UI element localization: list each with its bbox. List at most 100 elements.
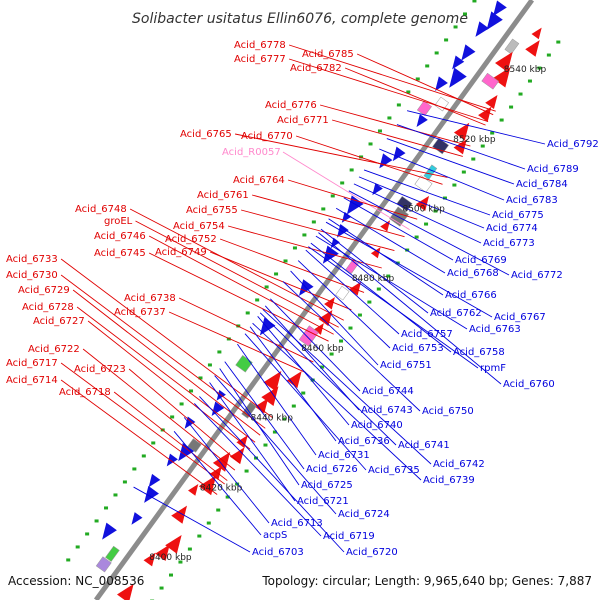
gene-label-left: Acid_6765: [180, 129, 232, 140]
tick-mark: [197, 534, 202, 538]
label-connector: [282, 151, 410, 231]
tick-mark: [122, 480, 127, 484]
tick-mark: [301, 391, 306, 395]
gene-label-left: Acid_6737: [114, 307, 166, 318]
reverse-gene-arrow: [330, 237, 340, 249]
label-connector: [173, 430, 262, 536]
gene-label-left: Acid_6771: [277, 115, 329, 126]
gene-label-right: Acid_6773: [483, 238, 535, 249]
label-connector: [331, 119, 463, 157]
forward-gene-arrow: [209, 466, 222, 481]
gene-label-right: Acid_6757: [401, 329, 453, 340]
label-connector: [209, 251, 352, 311]
reverse-gene-arrow: [144, 485, 159, 503]
label-connector: [356, 53, 494, 116]
gene-label-left: Acid_R0057: [222, 147, 281, 158]
gene-label-left: Acid_6745: [94, 248, 146, 259]
label-connector: [270, 298, 361, 392]
tick-mark: [357, 313, 362, 317]
label-connector: [148, 235, 334, 335]
label-connector: [219, 238, 365, 293]
gene-label-right: Acid_6792: [547, 139, 599, 150]
label-connector: [168, 311, 306, 373]
tick-mark: [472, 0, 477, 3]
scale-label: 8480 kbp: [352, 274, 395, 284]
forward-gene-arrow: [286, 371, 302, 389]
gene-label-right: Acid_6784: [516, 179, 568, 190]
gene-label-right: Acid_6775: [492, 210, 544, 221]
reverse-gene-arrow: [475, 21, 489, 37]
label-connector: [406, 110, 546, 145]
gene-label-right: Acid_6762: [430, 308, 482, 319]
gene-label-left: Acid_6728: [22, 302, 74, 313]
reverse-gene-arrow: [416, 114, 428, 127]
forward-gene-arrow: [116, 583, 134, 600]
tick-mark: [141, 454, 146, 458]
tick-mark: [264, 285, 269, 289]
tick-mark: [274, 272, 279, 276]
label-connector: [318, 232, 502, 385]
tick-mark: [151, 441, 156, 445]
forward-gene-arrow: [254, 398, 269, 414]
label-connector: [235, 133, 448, 178]
reverse-gene-arrow: [449, 67, 467, 88]
feature-box: [187, 438, 202, 453]
gene-label-right: Acid_6750: [422, 406, 474, 417]
tick-mark: [321, 207, 326, 211]
gene-label-left: Acid_6777: [234, 54, 286, 65]
gene-label-right: Acid_6783: [506, 195, 558, 206]
tick-mark: [424, 222, 429, 226]
tick-mark: [340, 181, 345, 185]
gene-label-right: Acid_6720: [346, 547, 398, 558]
map-title: Solibacter usitatus Ellin6076, complete …: [132, 11, 468, 27]
feature-box: [95, 556, 112, 573]
gene-label-right: Acid_6751: [380, 360, 432, 371]
tick-mark: [329, 352, 334, 356]
label-connector: [348, 190, 510, 276]
scale-label: 8440 kbp: [251, 414, 294, 424]
label-connectors: [60, 44, 546, 553]
feature-box: [414, 175, 433, 193]
tick-mark: [291, 404, 296, 408]
reverse-gene-arrow: [452, 55, 465, 70]
forward-gene-arrow: [313, 323, 324, 335]
reverse-gene-arrow: [148, 473, 161, 488]
tick-mark: [244, 469, 249, 473]
tick-mark: [66, 558, 71, 562]
label-connector: [259, 312, 397, 446]
label-connector: [60, 274, 266, 429]
gene-label-right: Acid_6726: [306, 464, 358, 475]
tick-mark: [527, 79, 532, 83]
scale-label: 8520 kbp: [453, 135, 496, 145]
reverse-gene-arrow: [178, 442, 195, 462]
tick-mark: [415, 77, 420, 81]
tick-mark: [254, 456, 259, 460]
label-connector: [72, 289, 261, 436]
label-connector: [76, 306, 256, 443]
tick-mark: [310, 378, 315, 382]
label-connector: [128, 368, 241, 464]
label-connector: [396, 124, 526, 170]
reverse-gene-arrow: [259, 317, 276, 336]
tick-mark: [282, 417, 287, 421]
gene-label-right: Acid_6721: [297, 496, 349, 507]
gene-label-right: Acid_6774: [486, 223, 538, 234]
gene-label-right: Acid_6758: [453, 347, 505, 358]
label-connector: [178, 297, 314, 363]
tick-mark: [311, 220, 316, 224]
gene-label-left: Acid_6748: [75, 204, 127, 215]
gene-label-left: Acid_6752: [165, 234, 217, 245]
gene-label-right: Acid_6719: [323, 531, 375, 542]
gene-label-right: Acid_6744: [362, 386, 414, 397]
gene-label-right: acpS: [263, 530, 287, 541]
tick-mark: [387, 116, 392, 120]
label-connector: [262, 308, 432, 465]
tick-mark: [462, 12, 467, 16]
gene-label-left: Acid_6755: [186, 205, 238, 216]
forward-gene-arrow: [525, 40, 540, 57]
tick-mark: [480, 144, 485, 148]
forward-gene-arrow: [478, 106, 492, 122]
forward-gene-arrow: [415, 195, 430, 212]
label-connector: [379, 148, 505, 201]
label-connector: [297, 260, 391, 349]
